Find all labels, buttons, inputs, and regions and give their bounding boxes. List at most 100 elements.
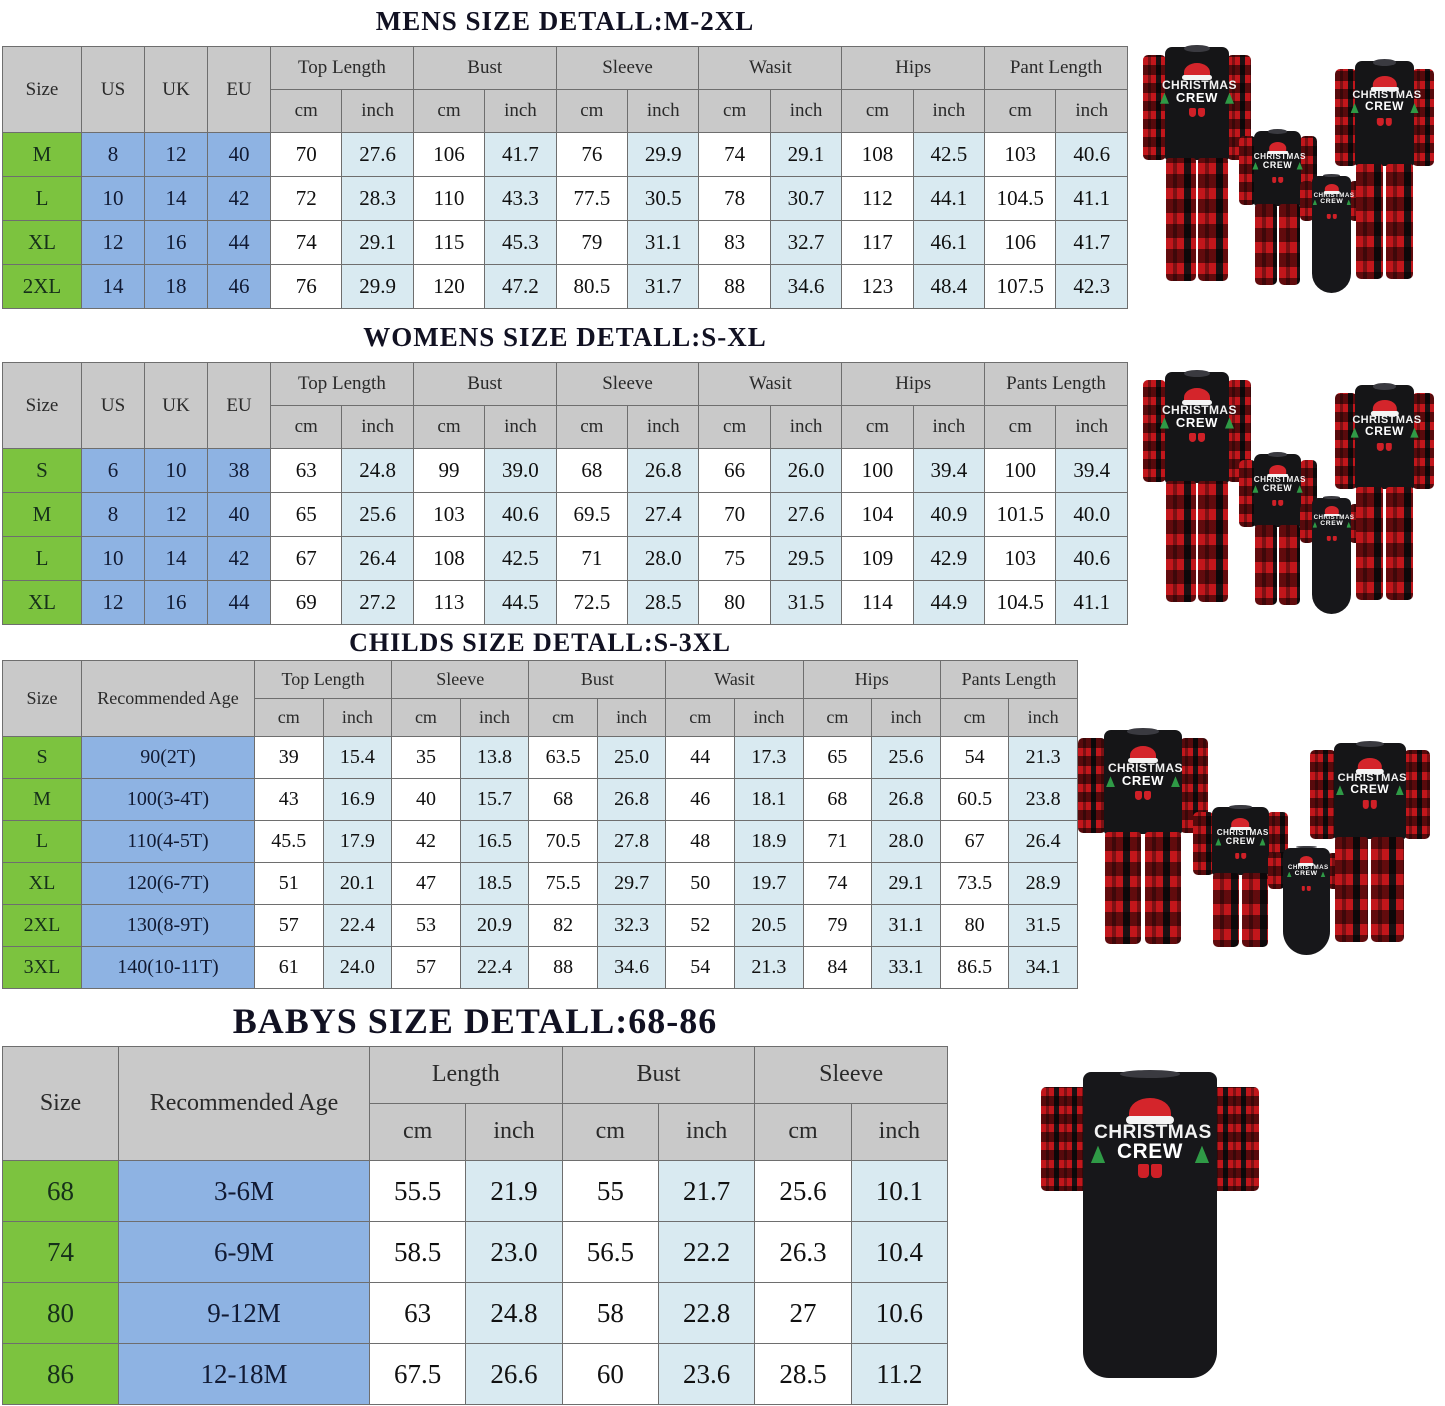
cell-inch: 31.7 [627, 264, 700, 309]
cell-id: 120(6-7T) [81, 862, 255, 905]
womens-size-table: Size US UK EU Top Length Bust Sleeve Wasit Hips P… [2, 362, 1128, 625]
unit-header-inch: inch [596, 698, 667, 737]
boots-icon [1162, 430, 1232, 446]
cell-inch: 19.7 [734, 862, 804, 905]
baby-romper-body: CHRISTMAS CREW [1082, 1072, 1218, 1378]
cell-inch: 27.2 [341, 580, 414, 625]
cell-cm: 74 [269, 220, 343, 265]
group-header-sleeve: Sleeve [754, 1046, 948, 1104]
cell-cm: 78 [698, 176, 771, 221]
unit-header-cm: cm [841, 405, 914, 449]
unit-header-inch: inch [1008, 698, 1078, 737]
plaid-pant-left [1356, 164, 1384, 280]
cell-id: 6 [81, 448, 145, 493]
print-line-1: CHRISTMAS [1161, 402, 1237, 417]
cell-inch: 26.8 [871, 778, 941, 821]
cell-inch: 29.1 [341, 220, 414, 265]
cell-id: 130(8-9T) [81, 904, 255, 947]
tree-icon [1346, 521, 1352, 528]
unit-header-inch: inch [850, 1103, 949, 1161]
cell-id: 46 [207, 264, 271, 309]
group-header-top-length: Top Length [253, 660, 393, 699]
plaid-pant-right [1198, 158, 1229, 282]
cell-size: M [2, 132, 82, 177]
tree-icon [1346, 199, 1352, 206]
cell-inch: 29.1 [769, 132, 843, 177]
cell-id: 42 [207, 536, 271, 581]
print-line-2: CREW [1320, 197, 1344, 205]
unit-header-cm: cm [698, 89, 771, 133]
collar [1184, 44, 1210, 53]
cell-cm: 103 [412, 492, 486, 537]
cell-id: 12 [144, 132, 208, 177]
childs-size-table: Size Recommended Age Top Length Sleeve Bust W… [2, 660, 1079, 989]
cell-inch: 40.9 [912, 492, 986, 537]
christmas-crew-print: CHRISTMAS CREW [1159, 62, 1237, 121]
table-row: 74 6-9M 58.5 23.0 56.5 22.2 26.3 10.4 [2, 1221, 949, 1283]
cell-inch: 24.8 [341, 448, 414, 493]
print-line-1: CHRISTMAS [1253, 475, 1306, 485]
cell-inch: 23.6 [657, 1343, 756, 1405]
cell-inch: 20.5 [734, 904, 804, 947]
cell-inch: 21.3 [1008, 736, 1078, 779]
cell-size: 80 [2, 1282, 119, 1344]
print-line-2: CREW [1225, 836, 1256, 847]
cell-inch: 30.5 [627, 176, 700, 221]
tree-icon [1224, 92, 1234, 104]
cell-inch: 31.1 [871, 904, 941, 947]
cell-inch: 15.4 [322, 736, 393, 779]
group-header-pants-length: Pants Length [939, 660, 1079, 699]
santa-hat-icon [1230, 817, 1251, 831]
print-line-2: CREW [1365, 99, 1404, 114]
cell-inch: 47.2 [484, 264, 557, 309]
group-header-wasit: Wasit [698, 362, 843, 406]
group-header-bust: Bust [561, 1046, 756, 1104]
unit-header-cm: cm [555, 405, 629, 449]
boots-icon [1108, 788, 1178, 804]
cell-cm: 80.5 [555, 264, 629, 309]
collar [1295, 845, 1317, 849]
plaid-pant-right [1278, 525, 1301, 606]
tree-icon [1286, 871, 1292, 878]
collar [1372, 58, 1397, 66]
unit-header-cm: cm [561, 1103, 659, 1161]
col-header-size: Size [2, 362, 82, 449]
tree-icon [1105, 776, 1115, 788]
cell-cm: 104.5 [984, 580, 1057, 625]
tree-icon [1410, 427, 1419, 438]
christmas-crew-print: CHRISTMAS CREW [1215, 817, 1269, 863]
boots-icon [1094, 1163, 1206, 1182]
plaid-pant-left [1255, 203, 1277, 285]
cell-cm: 101.5 [984, 492, 1057, 537]
cell-inch: 26.0 [769, 448, 843, 493]
cell-inch: 21.9 [465, 1160, 563, 1222]
cell-cm: 67.5 [368, 1343, 467, 1405]
cell-size: 3XL [2, 946, 82, 989]
cell-inch: 27.4 [627, 492, 700, 537]
plaid-sleeve-right [1403, 750, 1430, 839]
cell-cm: 69.5 [555, 492, 629, 537]
cell-inch: 22.4 [459, 946, 530, 989]
print-line-1: CHRISTMAS [1107, 761, 1183, 776]
unit-header-cm: cm [984, 405, 1057, 449]
plaid-pant-right [1241, 872, 1268, 947]
unit-header-inch: inch [769, 405, 843, 449]
tree-icon [1224, 417, 1234, 429]
cell-cm: 88 [698, 264, 771, 309]
romper-baby-large: CHRISTMAS CREW [1038, 1070, 1262, 1378]
cell-id: 16 [144, 580, 208, 625]
collar [1120, 1070, 1180, 1078]
cell-cm: 48 [665, 820, 736, 863]
cell-inch: 29.5 [769, 536, 843, 581]
garment-top: CHRISTMAS CREW [1350, 385, 1421, 489]
print-line-1: CHRISTMAS [1216, 827, 1269, 837]
col-header-size: Size [2, 46, 82, 133]
unit-header-inch: inch [1055, 405, 1128, 449]
unit-header-cm: cm [269, 89, 343, 133]
cell-cm: 53 [391, 904, 461, 947]
collar [1268, 452, 1287, 457]
cell-inch: 17.9 [322, 820, 393, 863]
cell-inch: 28.5 [627, 580, 700, 625]
cell-id: 16 [144, 220, 208, 265]
cell-inch: 16.9 [322, 778, 393, 821]
